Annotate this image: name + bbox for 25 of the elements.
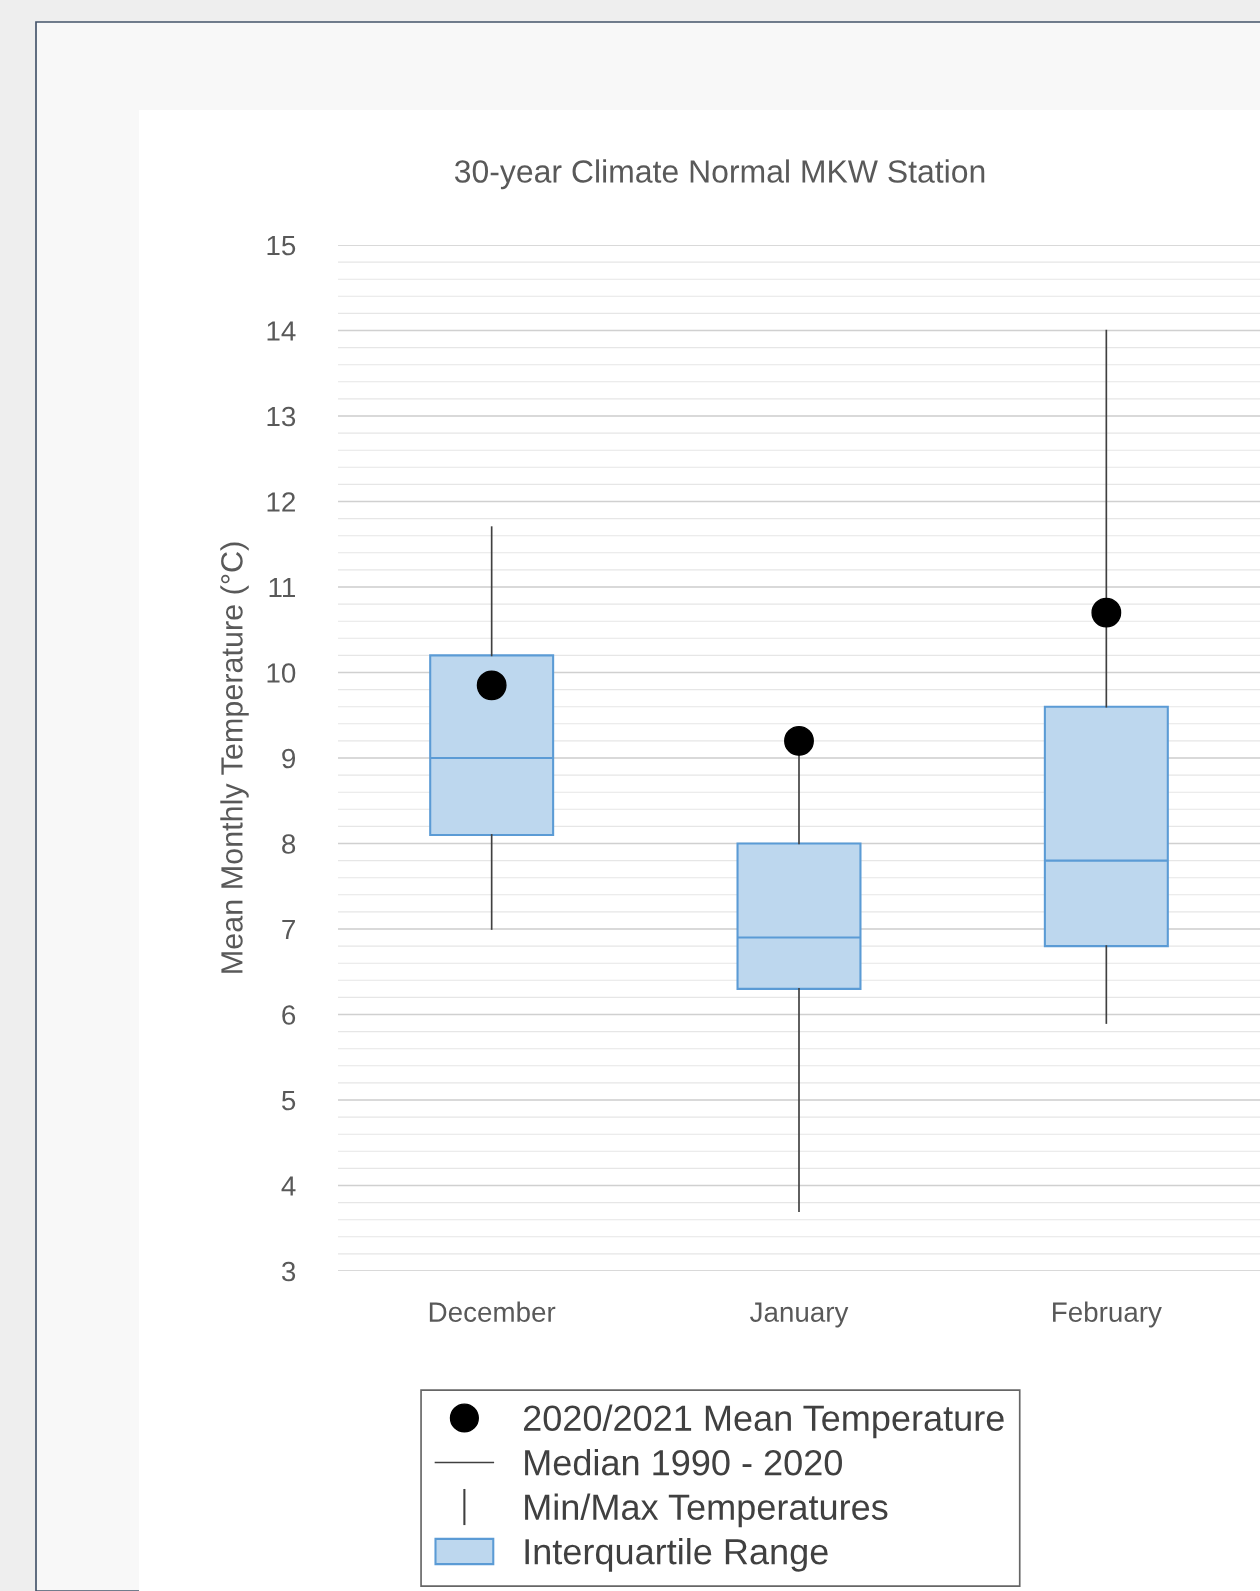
y-tick-label: 7 <box>282 919 295 940</box>
text: Median 1990 - 2020 <box>525 1449 842 1476</box>
point <box>476 670 507 701</box>
y-tick-label: 6 <box>282 1005 296 1025</box>
y-tick-label: 15 <box>267 235 296 256</box>
point <box>1091 597 1122 628</box>
x-tick-label: January <box>750 1302 849 1328</box>
y-tick-label: 9 <box>282 748 296 769</box>
legend-label: Interquartile Range <box>525 1537 828 1572</box>
y-tick-label: 12 <box>267 492 295 512</box>
y-tick-label: 5 <box>282 1090 296 1111</box>
y-tick-label: 8 <box>282 834 296 854</box>
y-tick-label: 14 <box>267 321 296 341</box>
point <box>784 725 814 756</box>
y-tick-label: 10 <box>267 663 296 683</box>
text: Min/Max Temperatures <box>525 1493 888 1528</box>
legend-label: 2020/2021 Mean Temperature <box>523 1404 1004 1439</box>
y-axis-title: Mean Monthly Temperature (°C) <box>220 542 249 973</box>
chart-title: 30-year Climate Normal MKW Station <box>454 159 985 190</box>
x-tick-label: February <box>1053 1301 1162 1328</box>
y-tick-label: 3 <box>281 1261 296 1282</box>
x-tick-label: December <box>429 1301 556 1322</box>
y-tick-label: 13 <box>267 406 296 427</box>
y-tick-label: 11 <box>269 577 295 598</box>
y-tick-label: 4 <box>281 1176 296 1196</box>
